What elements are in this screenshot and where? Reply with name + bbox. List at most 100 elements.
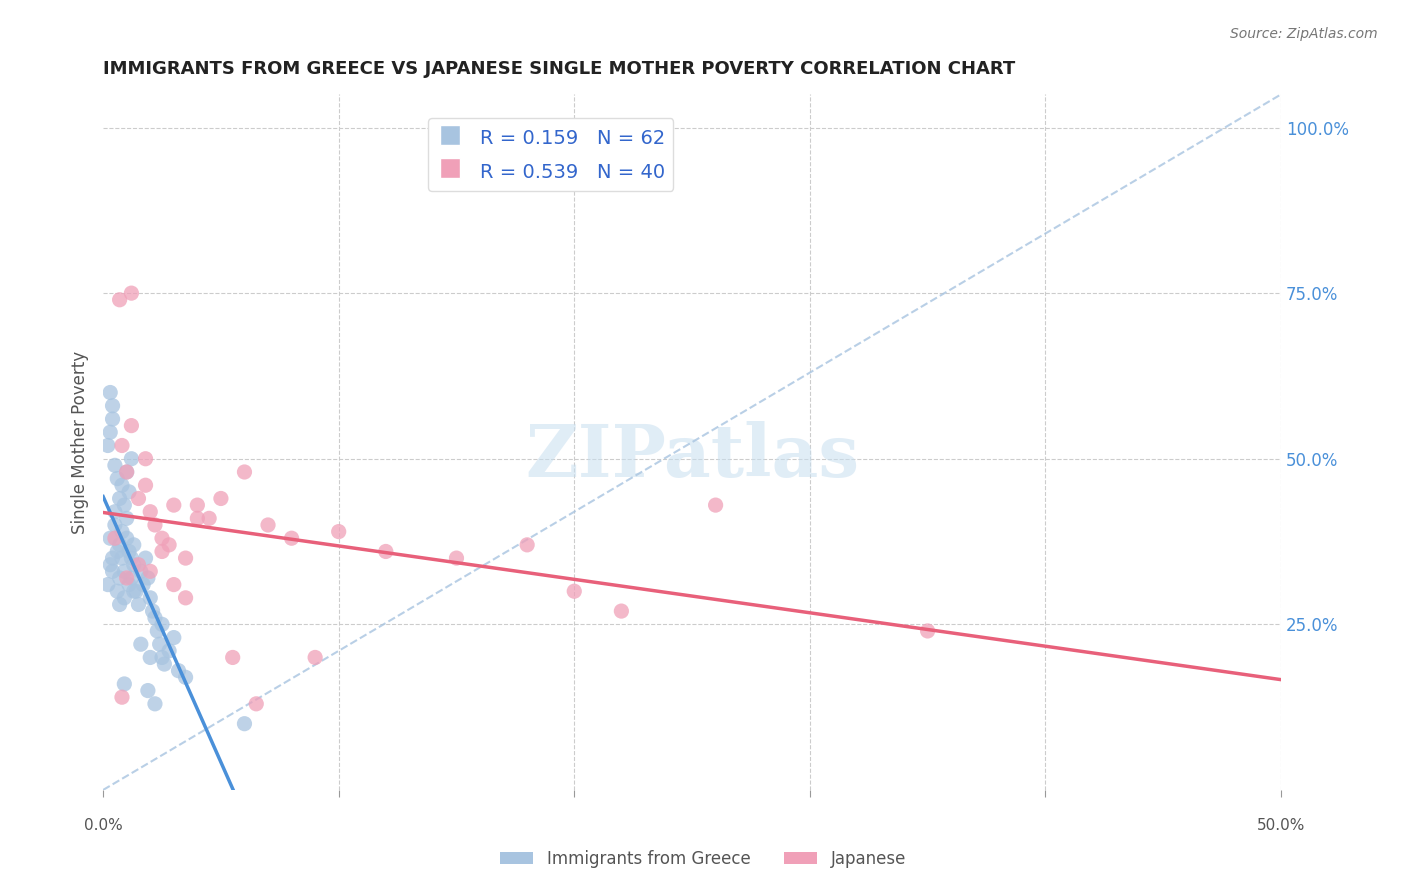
- Japanese: [111, 438, 134, 452]
- Immigrants from Greece: [139, 650, 162, 665]
- Japanese: [610, 604, 633, 618]
- Text: IMMIGRANTS FROM GREECE VS JAPANESE SINGLE MOTHER POVERTY CORRELATION CHART: IMMIGRANTS FROM GREECE VS JAPANESE SINGL…: [103, 60, 1015, 78]
- Immigrants from Greece: [112, 498, 135, 512]
- Japanese: [163, 577, 186, 591]
- Japanese: [174, 591, 197, 605]
- Japanese: [446, 551, 468, 566]
- Immigrants from Greece: [108, 538, 131, 552]
- Immigrants from Greece: [174, 670, 197, 684]
- Japanese: [704, 498, 727, 512]
- Immigrants from Greece: [122, 558, 145, 572]
- Immigrants from Greece: [122, 538, 145, 552]
- Immigrants from Greece: [108, 491, 131, 506]
- Immigrants from Greece: [105, 584, 128, 599]
- Immigrants from Greece: [108, 571, 131, 585]
- Immigrants from Greece: [120, 571, 142, 585]
- Japanese: [127, 491, 149, 506]
- Immigrants from Greece: [101, 551, 124, 566]
- Immigrants from Greece: [104, 505, 127, 519]
- Immigrants from Greece: [167, 664, 190, 678]
- Japanese: [135, 451, 157, 466]
- Japanese: [150, 531, 173, 545]
- Immigrants from Greece: [101, 412, 124, 426]
- Japanese: [135, 478, 157, 492]
- Japanese: [139, 565, 162, 579]
- Immigrants from Greece: [150, 650, 173, 665]
- Japanese: [280, 531, 302, 545]
- Immigrants from Greece: [98, 558, 121, 572]
- Immigrants from Greece: [135, 551, 157, 566]
- Immigrants from Greece: [118, 484, 141, 499]
- Japanese: [198, 511, 221, 525]
- Immigrants from Greece: [157, 644, 180, 658]
- Immigrants from Greece: [125, 584, 148, 599]
- Immigrants from Greece: [112, 565, 135, 579]
- Immigrants from Greece: [101, 399, 124, 413]
- Immigrants from Greece: [112, 591, 135, 605]
- Japanese: [120, 418, 142, 433]
- Immigrants from Greece: [108, 598, 131, 612]
- Immigrants from Greece: [146, 624, 169, 638]
- Immigrants from Greece: [153, 657, 176, 671]
- Japanese: [374, 544, 396, 558]
- Immigrants from Greece: [149, 637, 172, 651]
- Japanese: [516, 538, 538, 552]
- Japanese: [163, 498, 186, 512]
- Immigrants from Greece: [112, 677, 135, 691]
- Japanese: [245, 697, 267, 711]
- Immigrants from Greece: [127, 598, 149, 612]
- Immigrants from Greece: [129, 637, 152, 651]
- Immigrants from Greece: [98, 385, 121, 400]
- Japanese: [139, 505, 162, 519]
- Japanese: [209, 491, 232, 506]
- Immigrants from Greece: [129, 565, 152, 579]
- Immigrants from Greece: [105, 544, 128, 558]
- Japanese: [120, 286, 142, 301]
- Immigrants from Greece: [104, 458, 127, 473]
- Japanese: [157, 538, 180, 552]
- Immigrants from Greece: [98, 531, 121, 545]
- Immigrants from Greece: [98, 425, 121, 440]
- Japanese: [186, 511, 208, 525]
- Immigrants from Greece: [97, 577, 120, 591]
- Japanese: [127, 558, 149, 572]
- Japanese: [104, 531, 127, 545]
- Immigrants from Greece: [136, 571, 159, 585]
- Text: 0.0%: 0.0%: [84, 818, 122, 833]
- Immigrants from Greece: [115, 511, 138, 525]
- Japanese: [111, 690, 134, 705]
- Immigrants from Greece: [143, 610, 166, 624]
- Immigrants from Greece: [111, 524, 134, 539]
- Immigrants from Greece: [122, 584, 145, 599]
- Immigrants from Greece: [150, 617, 173, 632]
- Immigrants from Greece: [120, 551, 142, 566]
- Immigrants from Greece: [97, 438, 120, 452]
- Immigrants from Greece: [111, 551, 134, 566]
- Immigrants from Greece: [136, 683, 159, 698]
- Legend: R = 0.159   N = 62, R = 0.539   N = 40: R = 0.159 N = 62, R = 0.539 N = 40: [427, 118, 673, 191]
- Japanese: [233, 465, 256, 479]
- Immigrants from Greece: [132, 577, 155, 591]
- Immigrants from Greece: [105, 472, 128, 486]
- Legend: Immigrants from Greece, Japanese: Immigrants from Greece, Japanese: [494, 844, 912, 875]
- Immigrants from Greece: [118, 577, 141, 591]
- Japanese: [150, 544, 173, 558]
- Immigrants from Greece: [139, 591, 162, 605]
- Japanese: [174, 551, 197, 566]
- Japanese: [917, 624, 939, 638]
- Japanese: [221, 650, 243, 665]
- Immigrants from Greece: [104, 518, 127, 533]
- Japanese: [108, 293, 131, 307]
- Immigrants from Greece: [115, 531, 138, 545]
- Text: ZIPatlas: ZIPatlas: [524, 421, 859, 491]
- Japanese: [304, 650, 326, 665]
- Immigrants from Greece: [118, 544, 141, 558]
- Japanese: [328, 524, 350, 539]
- Immigrants from Greece: [233, 716, 256, 731]
- Immigrants from Greece: [143, 697, 166, 711]
- Japanese: [257, 518, 280, 533]
- Immigrants from Greece: [111, 478, 134, 492]
- Japanese: [143, 518, 166, 533]
- Japanese: [115, 465, 138, 479]
- Y-axis label: Single Mother Poverty: Single Mother Poverty: [72, 351, 89, 533]
